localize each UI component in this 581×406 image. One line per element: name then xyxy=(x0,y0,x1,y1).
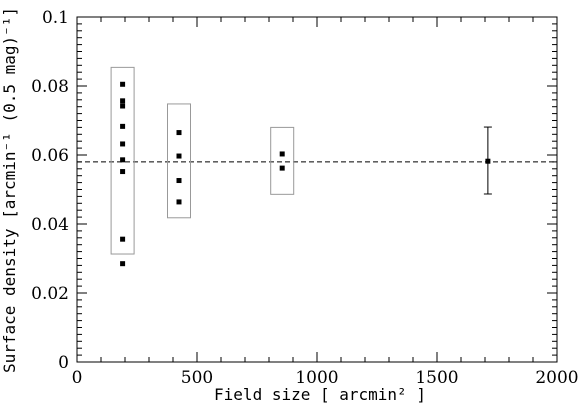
y-tick-label: 0.1 xyxy=(42,8,69,28)
data-point-g1-7 xyxy=(120,169,126,175)
tick-labels: 0 500 1000 1500 2000 0 0.02 0.04 0.06 0.08 0.1 xyxy=(31,8,578,388)
plot-marks xyxy=(77,66,557,267)
y-tick-label: 0.02 xyxy=(31,284,69,304)
data-point-g2-1 xyxy=(176,130,182,136)
axis-ticks xyxy=(76,16,558,363)
y-tick-label: 0 xyxy=(58,353,69,373)
x-axis-title: Field size [ arcmin² ] xyxy=(214,385,426,404)
data-point-g1-3 xyxy=(120,103,126,109)
data-point-g2-4 xyxy=(176,199,182,205)
y-axis-title: Surface density [arcmin⁻¹ (0.5 mag)⁻¹] xyxy=(0,7,19,373)
data-point-g3-1 xyxy=(279,151,285,157)
group-box-1 xyxy=(110,66,135,255)
x-tick-label: 1500 xyxy=(415,368,458,388)
x-tick-label: 2000 xyxy=(535,368,578,388)
data-point-g3-2 xyxy=(279,165,285,171)
y-tick-label: 0.04 xyxy=(31,215,69,235)
data-point-g1-9 xyxy=(120,261,126,267)
x-tick-label: 1000 xyxy=(295,368,338,388)
data-point-g1-6 xyxy=(120,157,126,163)
data-point-g1-8 xyxy=(120,236,126,242)
group-box-3 xyxy=(270,126,295,195)
data-point-g1-4 xyxy=(120,123,126,129)
data-point-g1-5 xyxy=(120,141,126,147)
x-tick-label: 0 xyxy=(72,368,83,388)
x-tick-label: 500 xyxy=(181,368,213,388)
data-point-g2-2 xyxy=(176,153,182,159)
data-point-g1-2 xyxy=(120,98,126,104)
y-tick-label: 0.08 xyxy=(31,77,69,97)
error-point xyxy=(485,158,491,164)
plot-frame xyxy=(76,16,558,363)
group-box-2 xyxy=(167,103,191,219)
data-point-g1-1 xyxy=(120,81,126,87)
data-point-g2-3 xyxy=(176,178,182,184)
y-tick-label: 0.06 xyxy=(31,146,69,166)
